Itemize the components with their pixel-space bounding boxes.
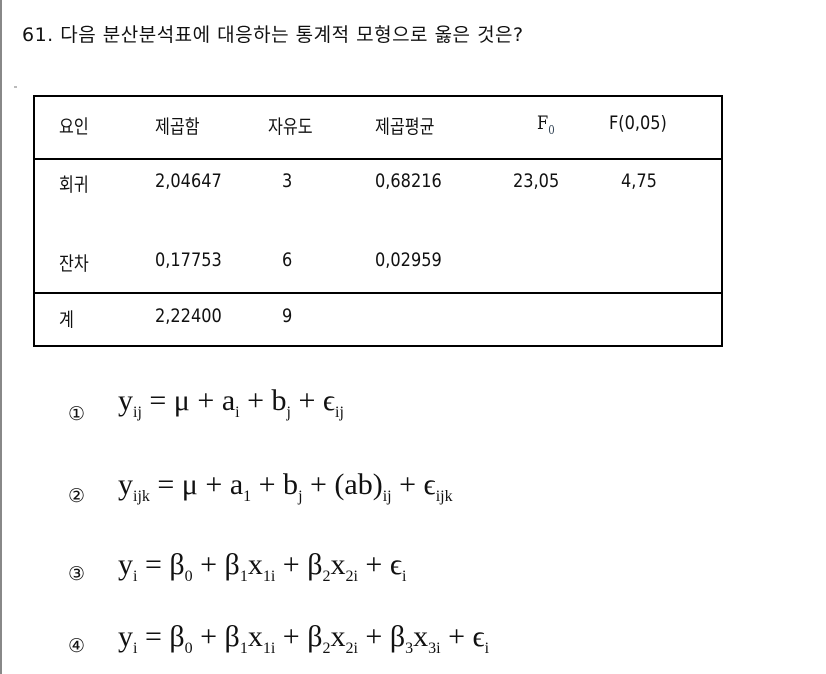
formula-subscript: 1 [243,488,252,505]
option-formula: yi = β0 + β1x1i + β2x2i + β3x3i + ϵi [118,620,489,658]
formula-subscript: 1 [239,568,248,585]
table-cell: 계 [59,309,74,331]
option-formula: yi = β0 + β1x1i + β2x2i + ϵi [118,548,406,586]
formula-subscript: 2i [345,640,358,657]
table-cell: 회귀 [59,174,89,196]
formula-subscript: 0 [184,640,193,657]
formula-subscript: 2 [322,640,331,657]
formula-subscript: i [133,640,138,657]
header-divider [35,158,721,160]
formula-subscript: i [401,568,407,585]
column-header: F(0,05) [609,112,667,134]
formula-term: + ϵ [440,620,485,653]
total-divider [35,292,721,294]
formula-subscript: 3 [405,640,414,657]
formula-subscript: 2i [345,568,358,585]
table-cell: 0,68216 [375,170,442,192]
table-cell: 6 [282,249,293,271]
question-title: 61. 다음 분산분석표에 대응하는 통계적 모형으로 옳은 것은? [22,24,524,46]
table-cell: 9 [282,305,293,327]
formula-term: x [330,548,346,581]
column-header: 요인 [59,112,89,139]
column-header: 자유도 [268,112,313,139]
option-formula: yijk = μ + a1 + bj + (ab)ij + ϵijk [118,468,453,506]
formula-term: + β [192,620,240,653]
column-header: 제곱평균 [375,112,434,139]
formula-term: + b [251,468,299,501]
formula-subscript: 3i [428,640,441,657]
formula-term: y [118,468,133,501]
table-cell: 0,02959 [375,249,442,271]
option-formula: yij = μ + ai + bj + ϵij [118,384,344,422]
formula-term: y [118,384,133,417]
formula-term: = β [137,620,185,653]
table-cell: 23,05 [513,170,560,192]
option-number: ② [68,485,86,507]
option-number: ① [68,403,86,425]
formula-subscript: j [286,404,291,421]
formula-term: y [118,620,133,653]
formula-subscript: 1i [262,568,276,585]
formula-term: + β [357,620,406,653]
formula-subscript: i [484,640,490,657]
header-label: 자유도 [268,116,313,138]
table-cell: 4,75 [621,170,657,192]
formula-term: x [330,620,346,653]
formula-term: = β [137,548,185,581]
formula-term: + β [275,548,323,581]
column-header: 제곱함 [155,112,200,139]
option-number: ④ [68,635,86,657]
table-cell: 2,22400 [155,305,222,327]
formula-subscript: 0 [184,568,193,585]
formula-term: + ϵ [391,468,436,501]
table-cell: 2,04647 [155,170,222,192]
stray-mark [14,86,17,88]
header-label: F [537,112,549,134]
formula-subscript: ijk [435,488,453,505]
formula-subscript: 2 [322,568,331,585]
header-label: 요인 [59,116,89,138]
formula-term: + ϵ [357,548,402,581]
formula-subscript: j [298,488,303,505]
formula-subscript: 1i [262,640,276,657]
table-cell: 잔차 [59,253,89,275]
header-label: 제곱함 [155,116,200,138]
formula-term: + ϵ [290,384,336,417]
header-label: F(0,05) [609,112,667,134]
formula-term: = μ + a [141,384,236,417]
formula-term: + b [239,384,287,417]
option-number: ③ [68,563,86,585]
table-cell: 0,17753 [155,249,222,271]
formula-term: x [247,548,263,581]
formula-term: + β [192,548,240,581]
anova-table: 요인 제곱함 자유도 제곱평균 F0 F(0,05) 회귀 2,04647 3 0,68216 23… [33,95,723,347]
formula-subscript: 1 [239,640,248,657]
formula-term: x [413,620,429,653]
formula-subscript: ij [382,488,392,505]
formula-term: + (ab) [302,468,383,501]
formula-subscript: ij [133,404,142,421]
formula-subscript: i [235,404,240,421]
formula-subscript: ijk [133,488,150,505]
formula-term: + β [275,620,323,653]
formula-subscript: ij [335,404,344,421]
formula-subscript: i [133,568,138,585]
formula-term: x [247,620,263,653]
formula-term: = μ + a [149,468,244,501]
header-label: 제곱평균 [375,116,435,138]
header-subscript: 0 [548,122,555,137]
column-header: F0 [537,112,555,137]
formula-term: y [118,548,133,581]
table-cell: 3 [282,170,293,192]
